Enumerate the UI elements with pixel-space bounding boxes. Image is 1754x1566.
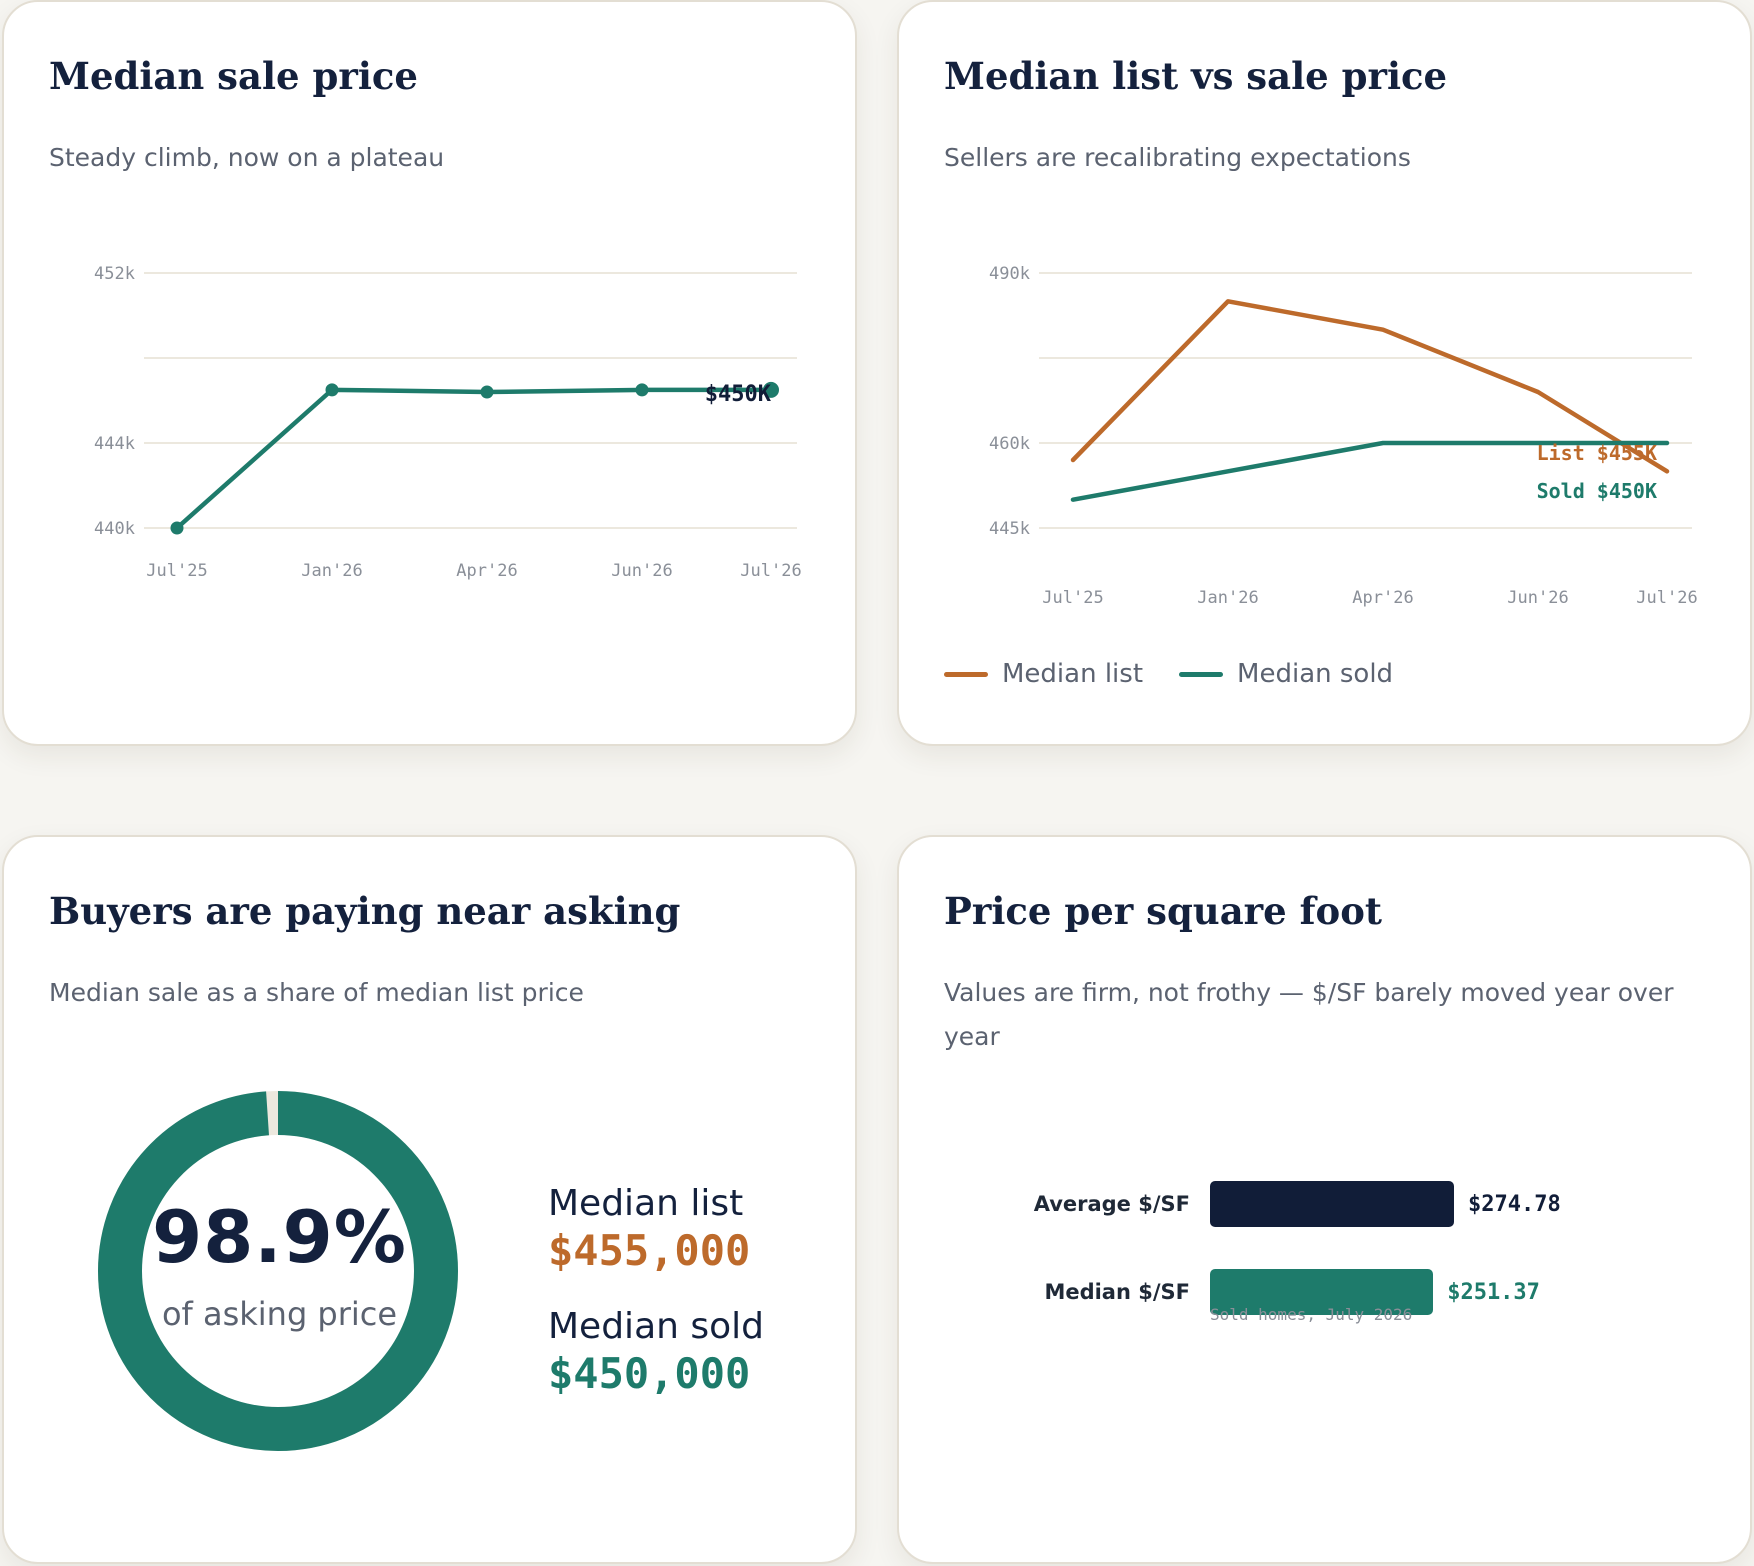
end-label-sold: Sold $450K (1537, 479, 1657, 503)
end-label-list: List $455K (1537, 441, 1657, 465)
y-tick-label: 444k (94, 434, 135, 454)
x-tick-label: Jun'26 (1507, 588, 1568, 608)
data-point (635, 383, 649, 397)
list-vs-sale-card: Median list vs sale price Sellers are re… (897, 0, 1752, 746)
median-sold-value: $450,000 (548, 1349, 751, 1398)
series-line-median-sale (174, 387, 774, 531)
legend-item-list: Median list (944, 659, 1143, 689)
bar-category-label: Median $/SF (1044, 1280, 1190, 1304)
data-point (325, 383, 339, 397)
chart-legend: Median list Median sold (944, 659, 1429, 689)
card-subtitle: Median sale as a share of median list pr… (49, 978, 584, 1007)
bar-value-label: $251.37 (1447, 1280, 1540, 1305)
y-tick-label: 490k (989, 264, 1030, 284)
card-subtitle: Values are firm, not frothy — $/SF barel… (944, 978, 1674, 1051)
x-tick-label: Jul'26 (740, 561, 801, 581)
sale-price-line-chart: 452k 444k 440k Jul'25 Jan'26 Apr'26 Jun'26 Jul'… (94, 264, 802, 581)
median-sale-price-card: Median sale price Steady climb, now on a… (2, 0, 857, 746)
series-line-median-list (1070, 299, 1670, 474)
median-list-label: Median list (548, 1183, 744, 1224)
bar-category-label: Average $/SF (1033, 1192, 1190, 1216)
median-list-value: $455,000 (548, 1226, 751, 1275)
y-tick-label: 452k (94, 264, 135, 284)
legend-swatch-list (944, 671, 988, 677)
median-sold-label: Median sold (548, 1306, 765, 1347)
y-tick-label: 445k (989, 519, 1030, 539)
legend-swatch-sold (1179, 671, 1224, 677)
x-tick-label: Jul'25 (146, 561, 207, 581)
legend-label: Median sold (1237, 659, 1394, 689)
bar (1210, 1269, 1434, 1315)
x-tick-label: Jun'26 (611, 561, 672, 581)
y-tick-label: 460k (989, 434, 1030, 454)
y-tick-label: 440k (94, 519, 135, 539)
bar-chart-note: Sold homes, July 2026 (1210, 1305, 1413, 1324)
card-title: Median list vs sale price (944, 54, 1448, 98)
bar (1210, 1181, 1454, 1227)
data-point (170, 521, 184, 535)
end-value-label: $450K (705, 382, 772, 407)
legend-label: Median list (1002, 659, 1144, 689)
x-tick-label: Jan'26 (301, 561, 362, 581)
card-subtitle: Steady climb, now on a plateau (49, 143, 445, 172)
legend-item-sold: Median sold (1179, 659, 1393, 689)
x-tick-label: Jul'26 (1636, 588, 1697, 608)
series-line-median-sold (1070, 440, 1670, 502)
card-title: Buyers are paying near asking (49, 889, 681, 933)
ratio-percent: 98.9% (152, 1195, 407, 1279)
x-tick-label: Apr'26 (456, 561, 517, 581)
x-tick-label: Apr'26 (1352, 588, 1413, 608)
data-point (763, 381, 779, 398)
card-title: Median sale price (49, 54, 418, 98)
x-tick-label: Jul'25 (1042, 588, 1103, 608)
list-vs-sale-line-chart: 490k 460k 445k Jul'25 Jan'26 Apr'26 Jun'26 Jul'… (989, 264, 1698, 608)
x-tick-label: Jan'26 (1197, 588, 1258, 608)
ratio-caption: of asking price (161, 1295, 398, 1333)
card-title: Price per square foot (944, 889, 1382, 933)
bar-value-label: $274.78 (1468, 1192, 1561, 1217)
card-subtitle: Sellers are recalibrating expectations (944, 143, 1411, 172)
data-point (480, 385, 494, 399)
